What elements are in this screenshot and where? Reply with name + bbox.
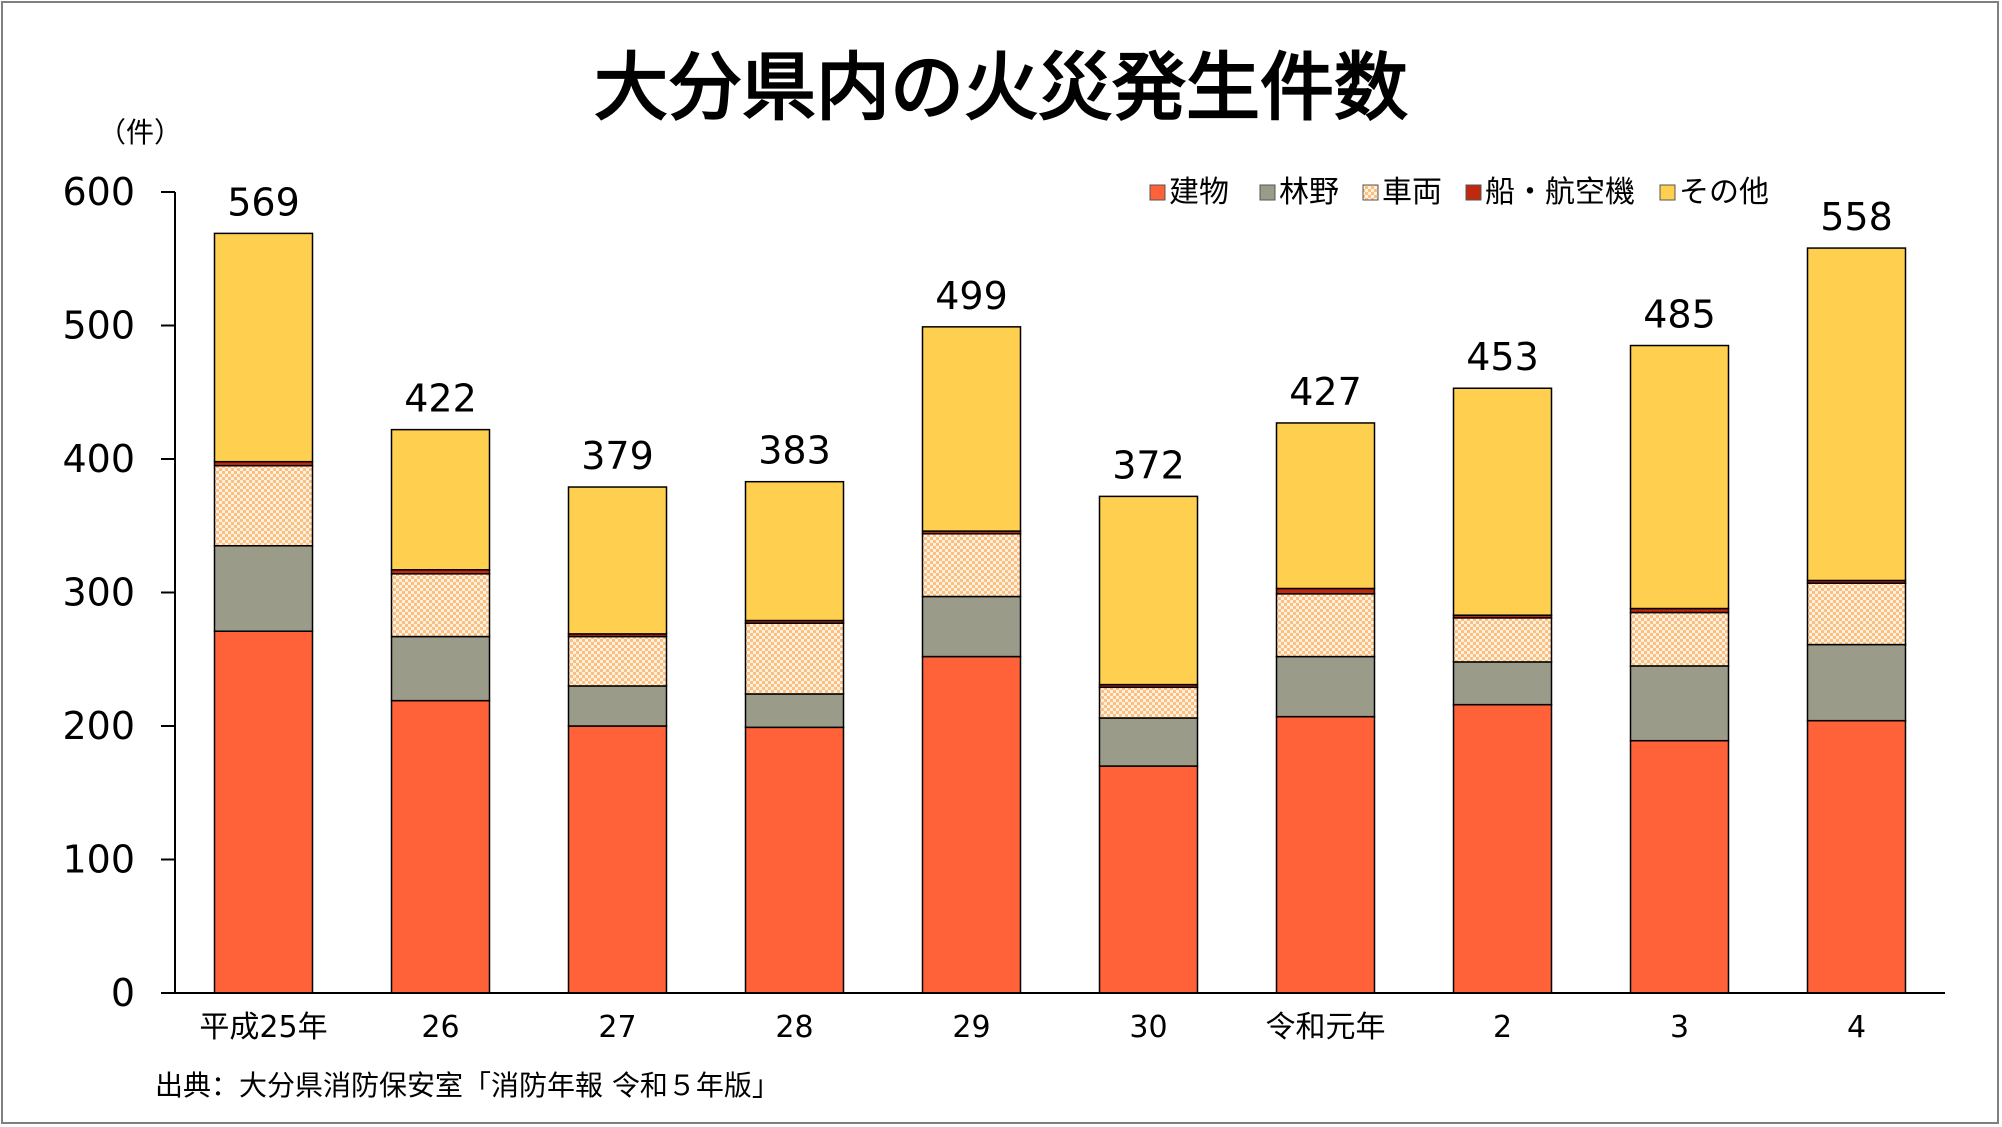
bar-segment-林野 — [390, 635, 491, 702]
y-axis-ticks: 0 100 200 300 400 500 600 — [62, 170, 175, 1015]
bar-segment-林野 — [567, 685, 668, 727]
bar-segment-建物 — [1275, 715, 1376, 994]
total-label: 383 — [758, 429, 831, 473]
bar-segment-建物 — [390, 699, 491, 994]
bar-segment-車両 — [1629, 611, 1730, 667]
axes — [174, 192, 1945, 994]
y-tick-label: 200 — [62, 704, 135, 748]
legend-label: その他 — [1679, 175, 1769, 210]
legend-label: 船・航空機 — [1485, 175, 1635, 210]
y-tick-label: 100 — [62, 838, 135, 882]
x-tick-label: 26 — [421, 1010, 459, 1045]
bar-segment-建物 — [1629, 739, 1730, 994]
y-axis-unit-label: （件） — [98, 116, 182, 149]
bar-segment-林野 — [213, 545, 314, 632]
bar-segment-その他 — [213, 232, 314, 463]
total-labels: 569 422 379 383 499 372 427 453 485 558 — [227, 180, 1893, 487]
legend-swatch — [1149, 184, 1166, 201]
y-tick-label: 600 — [62, 170, 135, 214]
bar-segment-建物 — [567, 725, 668, 994]
bar-segment-船・航空機 — [1275, 587, 1376, 595]
total-label: 569 — [227, 180, 300, 224]
bars-group — [213, 232, 1907, 994]
total-label: 372 — [1112, 443, 1185, 487]
x-tick-label: 平成25年 — [199, 1010, 327, 1045]
bar-segment-建物 — [744, 726, 845, 994]
x-tick-label: 4 — [1847, 1010, 1866, 1045]
x-tick-label: 28 — [775, 1010, 813, 1045]
legend-label: 林野 — [1279, 175, 1339, 210]
bar-segment-車両 — [1098, 686, 1199, 719]
bar-segment-建物 — [1452, 703, 1553, 994]
bar-segment-建物 — [921, 655, 1022, 994]
legend-label: 車両 — [1382, 175, 1442, 210]
total-label: 485 — [1643, 293, 1716, 337]
bar-segment-林野 — [744, 693, 845, 729]
source-note: 出典：大分県消防保安室「消防年報 令和５年版」 — [155, 1069, 780, 1102]
chart-title: 大分県内の火災発生件数 — [594, 45, 1408, 131]
bar-segment-その他 — [567, 486, 668, 635]
bar-segment-林野 — [921, 595, 1022, 658]
total-label: 427 — [1289, 370, 1362, 414]
bar-segment-車両 — [1275, 593, 1376, 658]
bar-segment-その他 — [1452, 387, 1553, 616]
bar-segment-車両 — [213, 464, 314, 547]
bar-segment-車両 — [744, 622, 845, 695]
y-tick-label: 0 — [111, 971, 135, 1015]
y-tick-label: 300 — [62, 571, 135, 615]
x-axis-ticks: 平成25年 26 27 28 29 30 令和元年 2 3 4 — [199, 1010, 1866, 1045]
bar-segment-車両 — [390, 573, 491, 638]
bar-segment-林野 — [1452, 661, 1553, 706]
x-tick-label: 2 — [1493, 1010, 1512, 1045]
bar-segment-建物 — [1098, 765, 1199, 994]
bar-segment-林野 — [1629, 665, 1730, 742]
bar-segment-建物 — [1806, 719, 1907, 994]
legend-swatch — [1259, 184, 1276, 201]
bar-segment-その他 — [744, 480, 845, 622]
bar-segment-林野 — [1806, 643, 1907, 722]
bar-segment-車両 — [567, 635, 668, 687]
bar-segment-その他 — [1275, 422, 1376, 590]
x-tick-label: 30 — [1129, 1010, 1167, 1045]
y-tick-label: 400 — [62, 437, 135, 481]
y-tick-label: 500 — [62, 304, 135, 348]
x-tick-label: 令和元年 — [1266, 1010, 1386, 1045]
bar-segment-その他 — [1806, 247, 1907, 582]
bar-segment-林野 — [1275, 655, 1376, 718]
legend: 建物 林野 車両 船・航空機 その他 — [1149, 175, 1769, 210]
total-label: 379 — [581, 434, 654, 478]
total-label: 453 — [1466, 335, 1539, 379]
bar-segment-その他 — [1629, 344, 1730, 610]
legend-label: 建物 — [1169, 175, 1229, 210]
bar-segment-その他 — [1098, 495, 1199, 686]
bar-segment-林野 — [1098, 717, 1199, 767]
legend-swatch — [1659, 184, 1676, 201]
total-label: 499 — [935, 274, 1008, 318]
bar-segment-建物 — [213, 630, 314, 994]
total-label: 558 — [1820, 195, 1893, 239]
bar-segment-車両 — [921, 533, 1022, 598]
x-tick-label: 29 — [952, 1010, 990, 1045]
bar-segment-その他 — [390, 428, 491, 571]
x-tick-label: 27 — [598, 1010, 636, 1045]
bar-segment-車両 — [1452, 617, 1553, 663]
bar-segment-その他 — [921, 326, 1022, 532]
legend-swatch — [1465, 184, 1482, 201]
legend-swatch — [1362, 184, 1379, 201]
bar-segment-車両 — [1806, 582, 1907, 646]
x-tick-label: 3 — [1670, 1010, 1689, 1045]
total-label: 422 — [404, 377, 477, 421]
